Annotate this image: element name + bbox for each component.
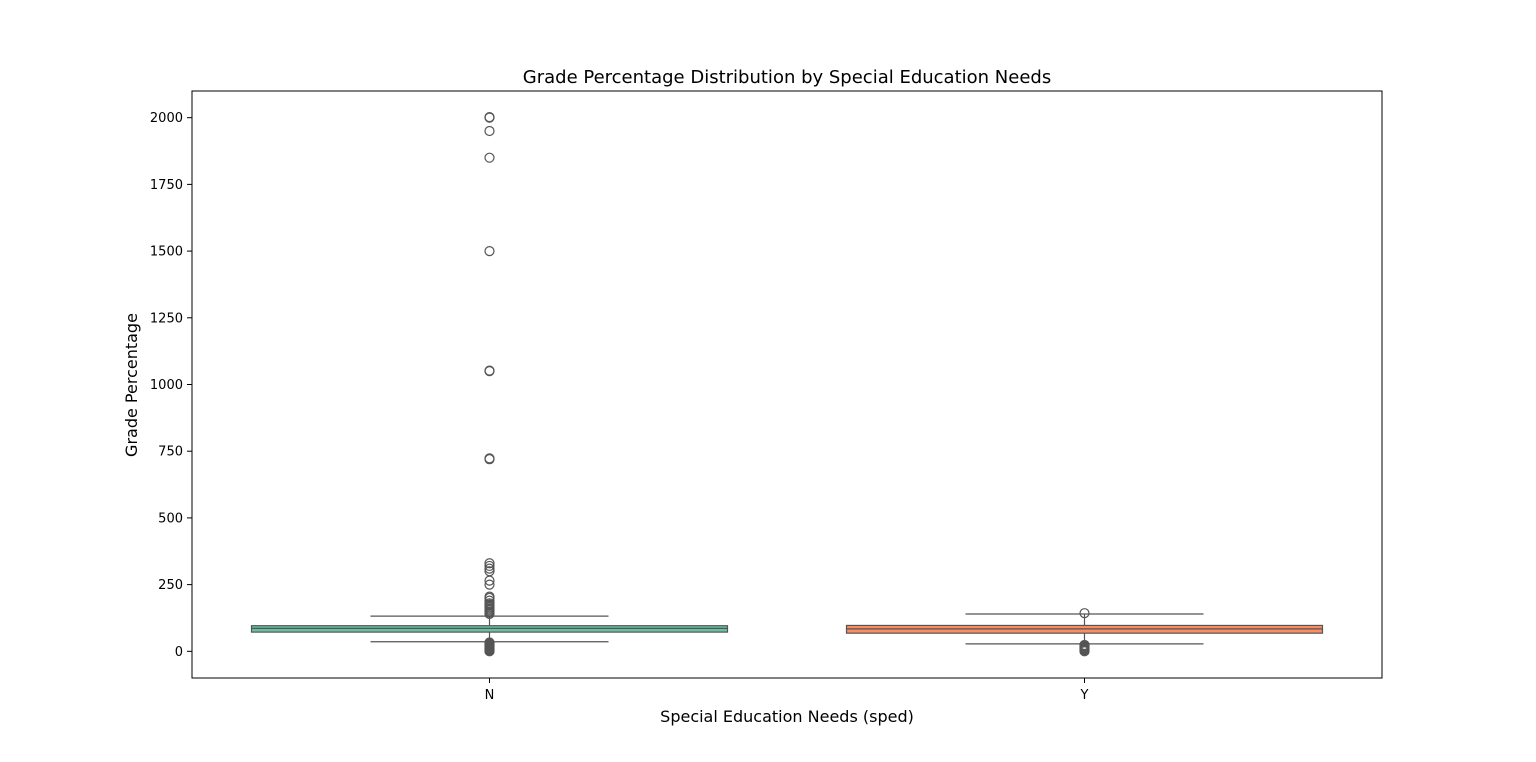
- y-tick-label: 2000: [150, 111, 183, 126]
- y-axis: 0 250 500 750 1000 1250 1500 1750 2000: [150, 111, 192, 660]
- box-y: [845, 608, 1324, 657]
- x-tick-label-y: Y: [1080, 688, 1089, 703]
- outlier-point: [484, 365, 495, 376]
- plot-frame: [191, 90, 1383, 679]
- outlier-point: [484, 637, 495, 648]
- outlier-point: [1079, 608, 1090, 619]
- outlier-point: [484, 595, 495, 606]
- y-tick-label: 1500: [150, 245, 183, 260]
- outlier-point: [484, 125, 495, 137]
- y-tick-label: 0: [175, 645, 183, 660]
- boxes: [250, 112, 1324, 657]
- outlier-point: [484, 453, 495, 464]
- outlier-point: [484, 563, 495, 574]
- outlier-point: [484, 598, 495, 609]
- outlier-point: [484, 579, 495, 590]
- chart-title: Grade Percentage Distribution by Special…: [523, 67, 1051, 88]
- y-tick-label: 500: [158, 511, 183, 526]
- outlier-point: [484, 245, 495, 257]
- outlier-point: [1079, 639, 1090, 651]
- outlier-point: [484, 566, 495, 577]
- x-tick-label-n: N: [485, 688, 495, 703]
- outlier-point: [484, 560, 495, 572]
- outlier-point: [484, 591, 495, 602]
- y-axis-label: Grade Percentage: [122, 313, 141, 457]
- y-tick-label: 1750: [150, 178, 183, 193]
- outlier-point: [484, 558, 495, 569]
- y-tick-label: 750: [158, 445, 183, 460]
- outlier-point: [484, 112, 495, 123]
- y-tick-label: 1250: [150, 311, 183, 326]
- outlier-point: [484, 152, 495, 163]
- y-tick-label: 1000: [150, 378, 183, 393]
- x-axis-label: Special Education Needs (sped): [660, 707, 914, 726]
- y-tick-label: 250: [158, 578, 183, 593]
- box-n: [250, 112, 729, 657]
